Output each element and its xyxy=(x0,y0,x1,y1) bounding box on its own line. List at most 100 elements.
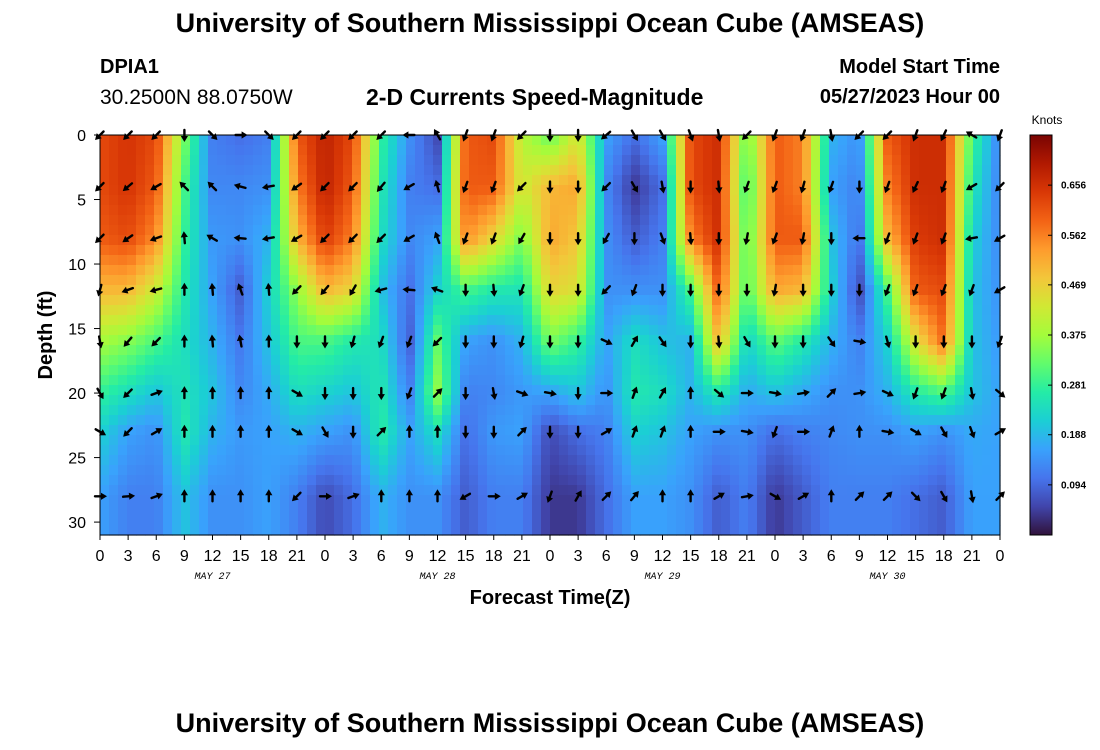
current-arrow-head xyxy=(827,290,835,297)
current-arrow-head xyxy=(687,290,695,297)
heatmap-cell xyxy=(640,205,650,216)
heatmap-cell xyxy=(235,505,245,516)
heatmap-cell xyxy=(397,365,407,376)
x-tick-label: 18 xyxy=(260,548,278,565)
current-arrow-head xyxy=(743,238,751,246)
heatmap-cell xyxy=(838,425,848,436)
current-arrow xyxy=(518,232,526,245)
heatmap-cell xyxy=(586,365,596,376)
heatmap-cell xyxy=(478,495,488,506)
heatmap-cell xyxy=(541,195,551,206)
heatmap-cell xyxy=(640,345,650,356)
heatmap-cell xyxy=(757,195,767,206)
heatmap-cell xyxy=(595,515,605,526)
heatmap-cell xyxy=(307,455,317,466)
heatmap-cell xyxy=(298,245,308,256)
heatmap-cell xyxy=(964,405,974,416)
x-tick-label: 21 xyxy=(513,548,531,565)
heatmap-cell xyxy=(136,315,146,326)
heatmap-cell xyxy=(478,395,488,406)
heatmap-cell xyxy=(226,405,236,416)
heatmap-cell xyxy=(397,245,407,256)
colorbar-tick-label: 0.375 xyxy=(1061,331,1086,342)
current-arrow-head xyxy=(827,239,835,246)
heatmap-cell xyxy=(244,165,254,176)
heatmap-cell xyxy=(424,225,434,236)
heatmap-cell xyxy=(793,235,803,246)
heatmap-cell xyxy=(253,405,263,416)
heatmap-cell xyxy=(487,205,497,216)
current-arrow-head xyxy=(208,386,217,393)
heatmap-cell xyxy=(892,235,902,246)
heatmap-cell xyxy=(415,525,425,536)
heatmap-cell xyxy=(550,455,560,466)
heatmap-cell xyxy=(460,165,470,176)
heatmap-cell xyxy=(838,445,848,456)
heatmap-cell xyxy=(910,345,920,356)
heatmap-cell xyxy=(406,405,416,416)
heatmap-cell xyxy=(280,475,290,486)
heatmap-cell xyxy=(190,155,200,166)
heatmap-cell xyxy=(613,195,623,206)
heatmap-cell xyxy=(226,235,236,246)
heatmap-cell xyxy=(163,405,173,416)
heatmap-cell xyxy=(604,455,614,466)
heatmap-cell xyxy=(460,275,470,286)
current-arrow xyxy=(630,335,639,348)
heatmap-cell xyxy=(433,515,443,526)
heatmap-cell xyxy=(379,465,389,476)
heatmap-cell xyxy=(649,195,659,206)
current-arrow-head xyxy=(632,490,639,498)
heatmap-cell xyxy=(973,385,983,396)
heatmap-cell xyxy=(604,265,614,276)
heatmap-cell xyxy=(838,225,848,236)
heatmap-cell xyxy=(388,295,398,306)
heatmap-cell xyxy=(253,205,263,216)
heatmap-cell xyxy=(316,225,326,236)
heatmap-cell xyxy=(199,455,209,466)
current-arrow xyxy=(405,489,413,503)
current-arrow-shaft xyxy=(829,180,835,190)
heatmap-cell xyxy=(577,265,587,276)
heatmap-cell xyxy=(568,395,578,406)
heatmap-cell xyxy=(415,295,425,306)
heatmap-cell xyxy=(514,495,524,506)
heatmap-cell xyxy=(838,325,848,336)
heatmap-cell xyxy=(379,445,389,456)
heatmap-cell xyxy=(577,375,587,386)
heatmap-cell xyxy=(649,315,659,326)
heatmap-cell xyxy=(127,275,137,286)
current-arrow-head xyxy=(295,390,303,397)
heatmap-cell xyxy=(496,365,506,376)
current-arrow-shaft xyxy=(630,181,637,190)
heatmap-cell xyxy=(613,385,623,396)
heatmap-cell xyxy=(109,525,119,536)
heatmap-cell xyxy=(406,245,416,256)
current-arrow-shaft xyxy=(769,492,778,499)
current-arrow-shaft xyxy=(773,180,778,190)
heatmap-cell xyxy=(505,485,515,496)
heatmap-cell xyxy=(928,225,938,236)
heatmap-cell xyxy=(442,235,452,246)
heatmap-cell xyxy=(748,495,758,506)
heatmap-cell xyxy=(280,435,290,446)
heatmap-cell xyxy=(883,355,893,366)
heatmap-cell xyxy=(199,445,209,456)
date-label: MAY 28 xyxy=(419,572,455,583)
current-arrow xyxy=(433,489,442,503)
current-arrow-shaft xyxy=(913,232,919,242)
heatmap-cell xyxy=(379,395,389,406)
heatmap-cell xyxy=(982,175,992,186)
heatmap-cell xyxy=(964,155,974,166)
heatmap-cell xyxy=(118,475,128,486)
heatmap-cell xyxy=(298,295,308,306)
current-arrow-shaft xyxy=(125,336,133,345)
heatmap-cell xyxy=(757,445,767,456)
heatmap-cell xyxy=(748,505,758,516)
heatmap-cell xyxy=(586,245,596,256)
heatmap-cell xyxy=(388,225,398,236)
heatmap-cell xyxy=(100,215,110,226)
heatmap-cell xyxy=(244,505,254,516)
heatmap-cell xyxy=(748,155,758,166)
heatmap-cell xyxy=(757,185,767,196)
